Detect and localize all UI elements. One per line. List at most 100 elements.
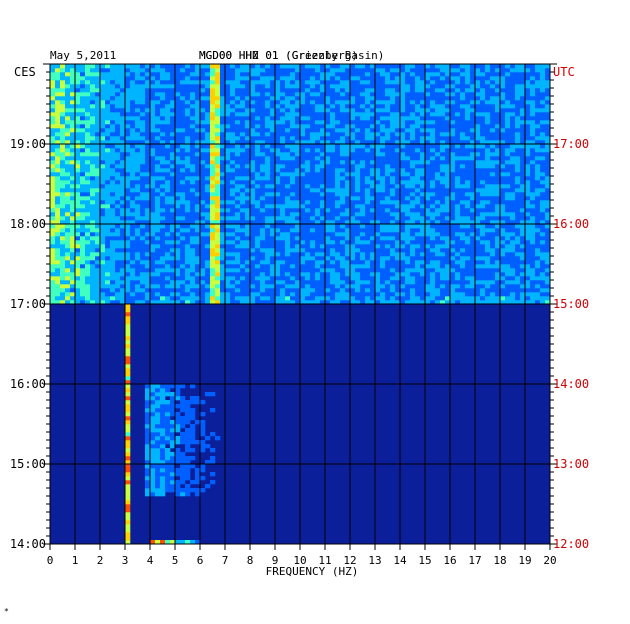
heatmap-cell [435, 168, 441, 173]
heatmap-cell [490, 236, 496, 241]
heatmap-cell [505, 140, 511, 145]
heatmap-cell [250, 240, 256, 245]
heatmap-cell [275, 140, 281, 145]
heatmap-cell [505, 252, 511, 257]
heatmap-cell [390, 160, 396, 165]
heatmap-cell [375, 200, 381, 205]
heatmap-cell [340, 168, 346, 173]
heatmap-cell [520, 152, 526, 157]
heatmap-cell [185, 148, 191, 153]
heatmap-cell [140, 244, 146, 249]
heatmap-cell [120, 176, 126, 181]
heatmap-cell [125, 196, 131, 201]
heatmap-cell [185, 132, 191, 137]
heatmap-cell [525, 188, 531, 193]
heatmap-cell [385, 160, 391, 165]
heatmap-cell [405, 168, 411, 173]
heatmap-cell [310, 228, 316, 233]
heatmap-cell [60, 296, 66, 301]
heatmap-cell [515, 148, 521, 153]
heatmap-cell [145, 164, 151, 169]
heatmap-cell [475, 220, 481, 225]
heatmap-cell [395, 128, 401, 133]
heatmap-cell [280, 136, 286, 141]
heatmap-cell [200, 212, 206, 217]
heatmap-cell [535, 144, 541, 149]
heatmap-cell [435, 164, 441, 169]
heatmap-cell [145, 248, 151, 253]
heatmap-cell [480, 268, 486, 273]
heatmap-cell [445, 172, 451, 177]
heatmap-cell [250, 168, 256, 173]
heatmap-cell [450, 300, 456, 305]
heatmap-cell [425, 204, 431, 209]
heatmap-cell [160, 232, 166, 237]
heatmap-cell [85, 192, 91, 197]
heatmap-cell [325, 192, 331, 197]
heatmap-cell [235, 132, 241, 137]
heatmap-cell [330, 196, 336, 201]
heatmap-cell [95, 132, 101, 137]
heatmap-cell [100, 136, 106, 141]
heatmap-cell [375, 172, 381, 177]
heatmap-cell [350, 196, 356, 201]
heatmap-cell [250, 300, 256, 305]
heatmap-cell [90, 120, 96, 125]
heatmap-cell [65, 184, 71, 189]
heatmap-cell [385, 280, 391, 285]
heatmap-cell [150, 268, 156, 273]
heatmap-cell [115, 192, 121, 197]
heatmap-cell [495, 176, 501, 181]
heatmap-cell [490, 228, 496, 233]
heatmap-cell [325, 280, 331, 285]
heatmap-cell [70, 200, 76, 205]
heatmap-cell [55, 184, 61, 189]
heatmap-cell [125, 464, 131, 469]
heatmap-cell [65, 240, 71, 245]
heatmap-cell [320, 188, 326, 193]
heatmap-cell [485, 240, 491, 245]
heatmap-cell [75, 184, 81, 189]
heatmap-cell [140, 160, 146, 165]
heatmap-cell [415, 276, 421, 281]
heatmap-cell [275, 220, 281, 225]
heatmap-cell [285, 168, 291, 173]
heatmap-cell [415, 204, 421, 209]
heatmap-cell [210, 252, 216, 257]
heatmap-cell [140, 268, 146, 273]
heatmap-cell [310, 144, 316, 149]
heatmap-cell [185, 228, 191, 233]
heatmap-cell [395, 224, 401, 229]
heatmap-cell [140, 208, 146, 213]
heatmap-cell [325, 168, 331, 173]
heatmap-cell [280, 212, 286, 217]
heatmap-cell [240, 240, 246, 245]
heatmap-cell [275, 180, 281, 185]
heatmap-cell [415, 196, 421, 201]
heatmap-cell [330, 240, 336, 245]
heatmap-cell [125, 308, 131, 313]
heatmap-cell [485, 236, 491, 241]
heatmap-cell [85, 124, 91, 129]
heatmap-cell [340, 144, 346, 149]
heatmap-cell [405, 180, 411, 185]
heatmap-cell [285, 176, 291, 181]
heatmap-cell [185, 136, 191, 141]
heatmap-cell [400, 164, 406, 169]
heatmap-cell [170, 140, 176, 145]
heatmap-cell [315, 232, 321, 237]
heatmap-cell [175, 196, 181, 201]
heatmap-cell [225, 204, 231, 209]
heatmap-cell [245, 300, 251, 305]
heatmap-cell [145, 188, 151, 193]
heatmap-cell [175, 148, 181, 153]
heatmap-cell [170, 472, 176, 477]
heatmap-cell [410, 284, 416, 289]
heatmap-cell [540, 160, 546, 165]
heatmap-cell [430, 120, 436, 125]
heatmap-cell [125, 348, 131, 353]
heatmap-cell [60, 120, 66, 125]
heatmap-cell [180, 252, 186, 257]
heatmap-cell [90, 212, 96, 217]
heatmap-cell [405, 212, 411, 217]
